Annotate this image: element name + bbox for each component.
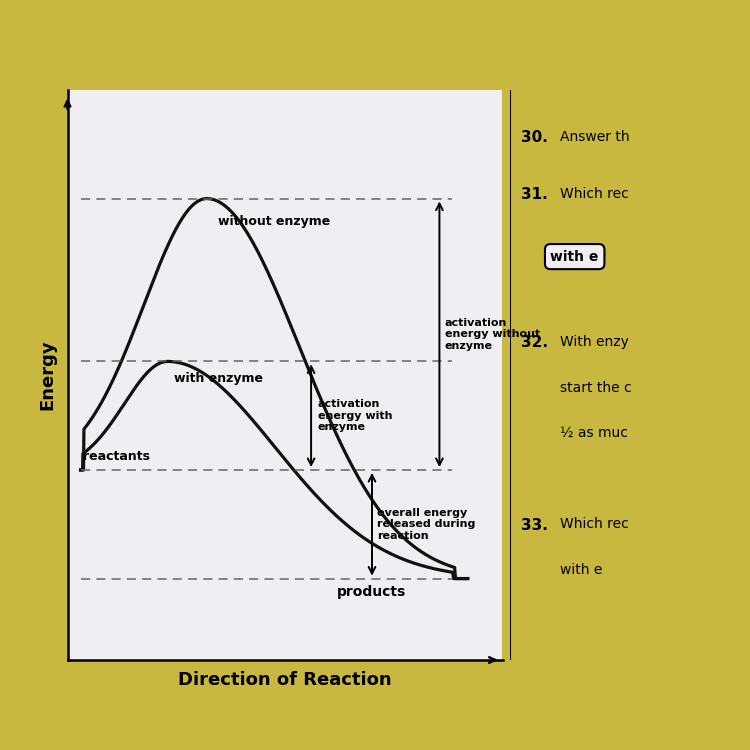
Text: without enzyme: without enzyme bbox=[217, 214, 330, 228]
Text: overall energy
released during
reaction: overall energy released during reaction bbox=[377, 508, 476, 541]
Text: ½ as muc: ½ as muc bbox=[560, 426, 627, 440]
Text: with e: with e bbox=[560, 563, 602, 577]
Text: Which rec: Which rec bbox=[560, 187, 628, 201]
Text: 30.: 30. bbox=[521, 130, 548, 145]
Text: With enzy: With enzy bbox=[560, 335, 628, 349]
X-axis label: Direction of Reaction: Direction of Reaction bbox=[178, 671, 392, 689]
Text: activation
energy without
enzyme: activation energy without enzyme bbox=[445, 318, 540, 351]
Text: 33.: 33. bbox=[521, 518, 548, 532]
Text: 31.: 31. bbox=[521, 187, 548, 202]
Y-axis label: Energy: Energy bbox=[38, 340, 56, 410]
Text: Which rec: Which rec bbox=[560, 518, 628, 532]
Text: activation
energy with
enzyme: activation energy with enzyme bbox=[318, 399, 392, 432]
Text: start the c: start the c bbox=[560, 381, 632, 394]
Text: reactants: reactants bbox=[82, 451, 150, 464]
Text: with e: with e bbox=[550, 250, 598, 263]
Text: 32.: 32. bbox=[521, 335, 548, 350]
Text: Answer th: Answer th bbox=[560, 130, 629, 144]
Text: products: products bbox=[338, 585, 406, 599]
Text: with enzyme: with enzyme bbox=[174, 372, 263, 386]
